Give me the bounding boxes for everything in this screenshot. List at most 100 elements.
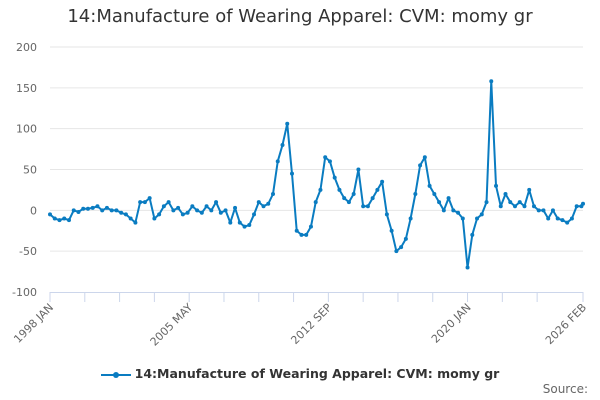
y-tick-label: 0 [30,204,37,217]
data-point [380,179,385,184]
data-point [323,155,328,160]
data-point [261,204,266,209]
data-point [62,216,67,221]
data-point [517,200,522,205]
x-axis: 1998 JAN 2005 MAY 2012 SEP 2020 JAN 2026 FEB [11,292,589,349]
y-tick-label: -100 [12,286,37,299]
data-point [190,204,195,209]
plot-area [48,79,585,270]
source-label: Source: [542,382,588,396]
y-tick-label: 150 [16,82,37,95]
data-point [522,204,527,209]
data-point [123,212,128,217]
data-point [475,216,480,221]
data-point [90,205,95,210]
data-point [209,208,214,213]
data-point [484,200,489,205]
data-point [147,196,152,201]
data-point [109,208,114,213]
data-point [100,208,105,213]
data-point [171,208,176,213]
data-point [508,200,513,205]
data-point [128,216,133,221]
data-point [432,192,437,196]
data-point [52,216,57,221]
data-point [356,167,361,172]
data-point [228,220,233,225]
data-point [536,208,541,213]
data-point [418,163,423,168]
data-point [138,200,143,205]
gridlines [50,46,583,252]
data-point [289,171,294,176]
data-point [119,210,124,215]
data-point [204,204,209,209]
data-point [460,216,465,221]
data-point [581,201,585,206]
data-point [66,218,71,223]
data-point [437,200,442,205]
data-point [465,265,470,270]
data-point [351,192,356,196]
data-point [541,208,546,213]
data-point [48,212,52,217]
data-point [531,204,536,209]
legend-item[interactable]: 14:Manufacture of Wearing Apparel: CVM: … [0,366,600,381]
data-point [313,200,318,205]
data-point [555,216,560,221]
data-point [318,187,323,192]
data-point [527,187,532,192]
data-point [223,208,228,213]
y-tick-label: -50 [19,245,37,258]
data-point [370,196,375,201]
data-point [327,159,332,164]
data-point [512,204,517,209]
data-point [304,232,309,237]
x-tick-label: 2026 FEB [543,301,589,347]
x-tick-label: 2005 MAY [148,301,196,349]
data-point [252,212,257,217]
data-point [152,216,157,221]
data-point [489,79,494,84]
data-point [569,216,574,221]
y-axis: -100 -50 0 50 100 150 200 [12,41,37,299]
data-point [394,249,399,254]
data-point [441,208,446,213]
data-point [498,204,503,209]
data-point [85,206,90,211]
data-point [337,187,342,192]
data-point [470,232,475,237]
x-tick-label: 2020 JAN [429,301,474,346]
data-point [375,187,380,192]
data-point [361,204,366,209]
data-point [560,218,565,223]
data-point [346,200,351,205]
data-point [503,192,508,196]
data-point [389,228,394,233]
legend-label: 14:Manufacture of Wearing Apparel: CVM: … [134,366,500,381]
series-line [49,80,584,269]
legend-swatch [100,370,131,380]
data-point [479,212,484,217]
data-point [342,196,347,201]
data-point [199,210,204,215]
data-point [403,236,408,241]
data-point [166,200,171,205]
data-point [427,183,432,188]
data-point [195,208,200,213]
data-point [237,220,242,225]
data-point [446,196,451,201]
data-point [256,200,261,205]
data-point [422,155,427,160]
data-point [285,121,290,126]
data-point [161,204,166,209]
data-point [214,200,219,205]
chart-title: 14:Manufacture of Wearing Apparel: CVM: … [67,6,533,27]
data-point [185,210,190,215]
data-point [413,192,418,196]
data-point [218,210,223,215]
data-point [176,205,181,210]
y-tick-label: 100 [16,123,37,136]
data-point [71,208,76,213]
